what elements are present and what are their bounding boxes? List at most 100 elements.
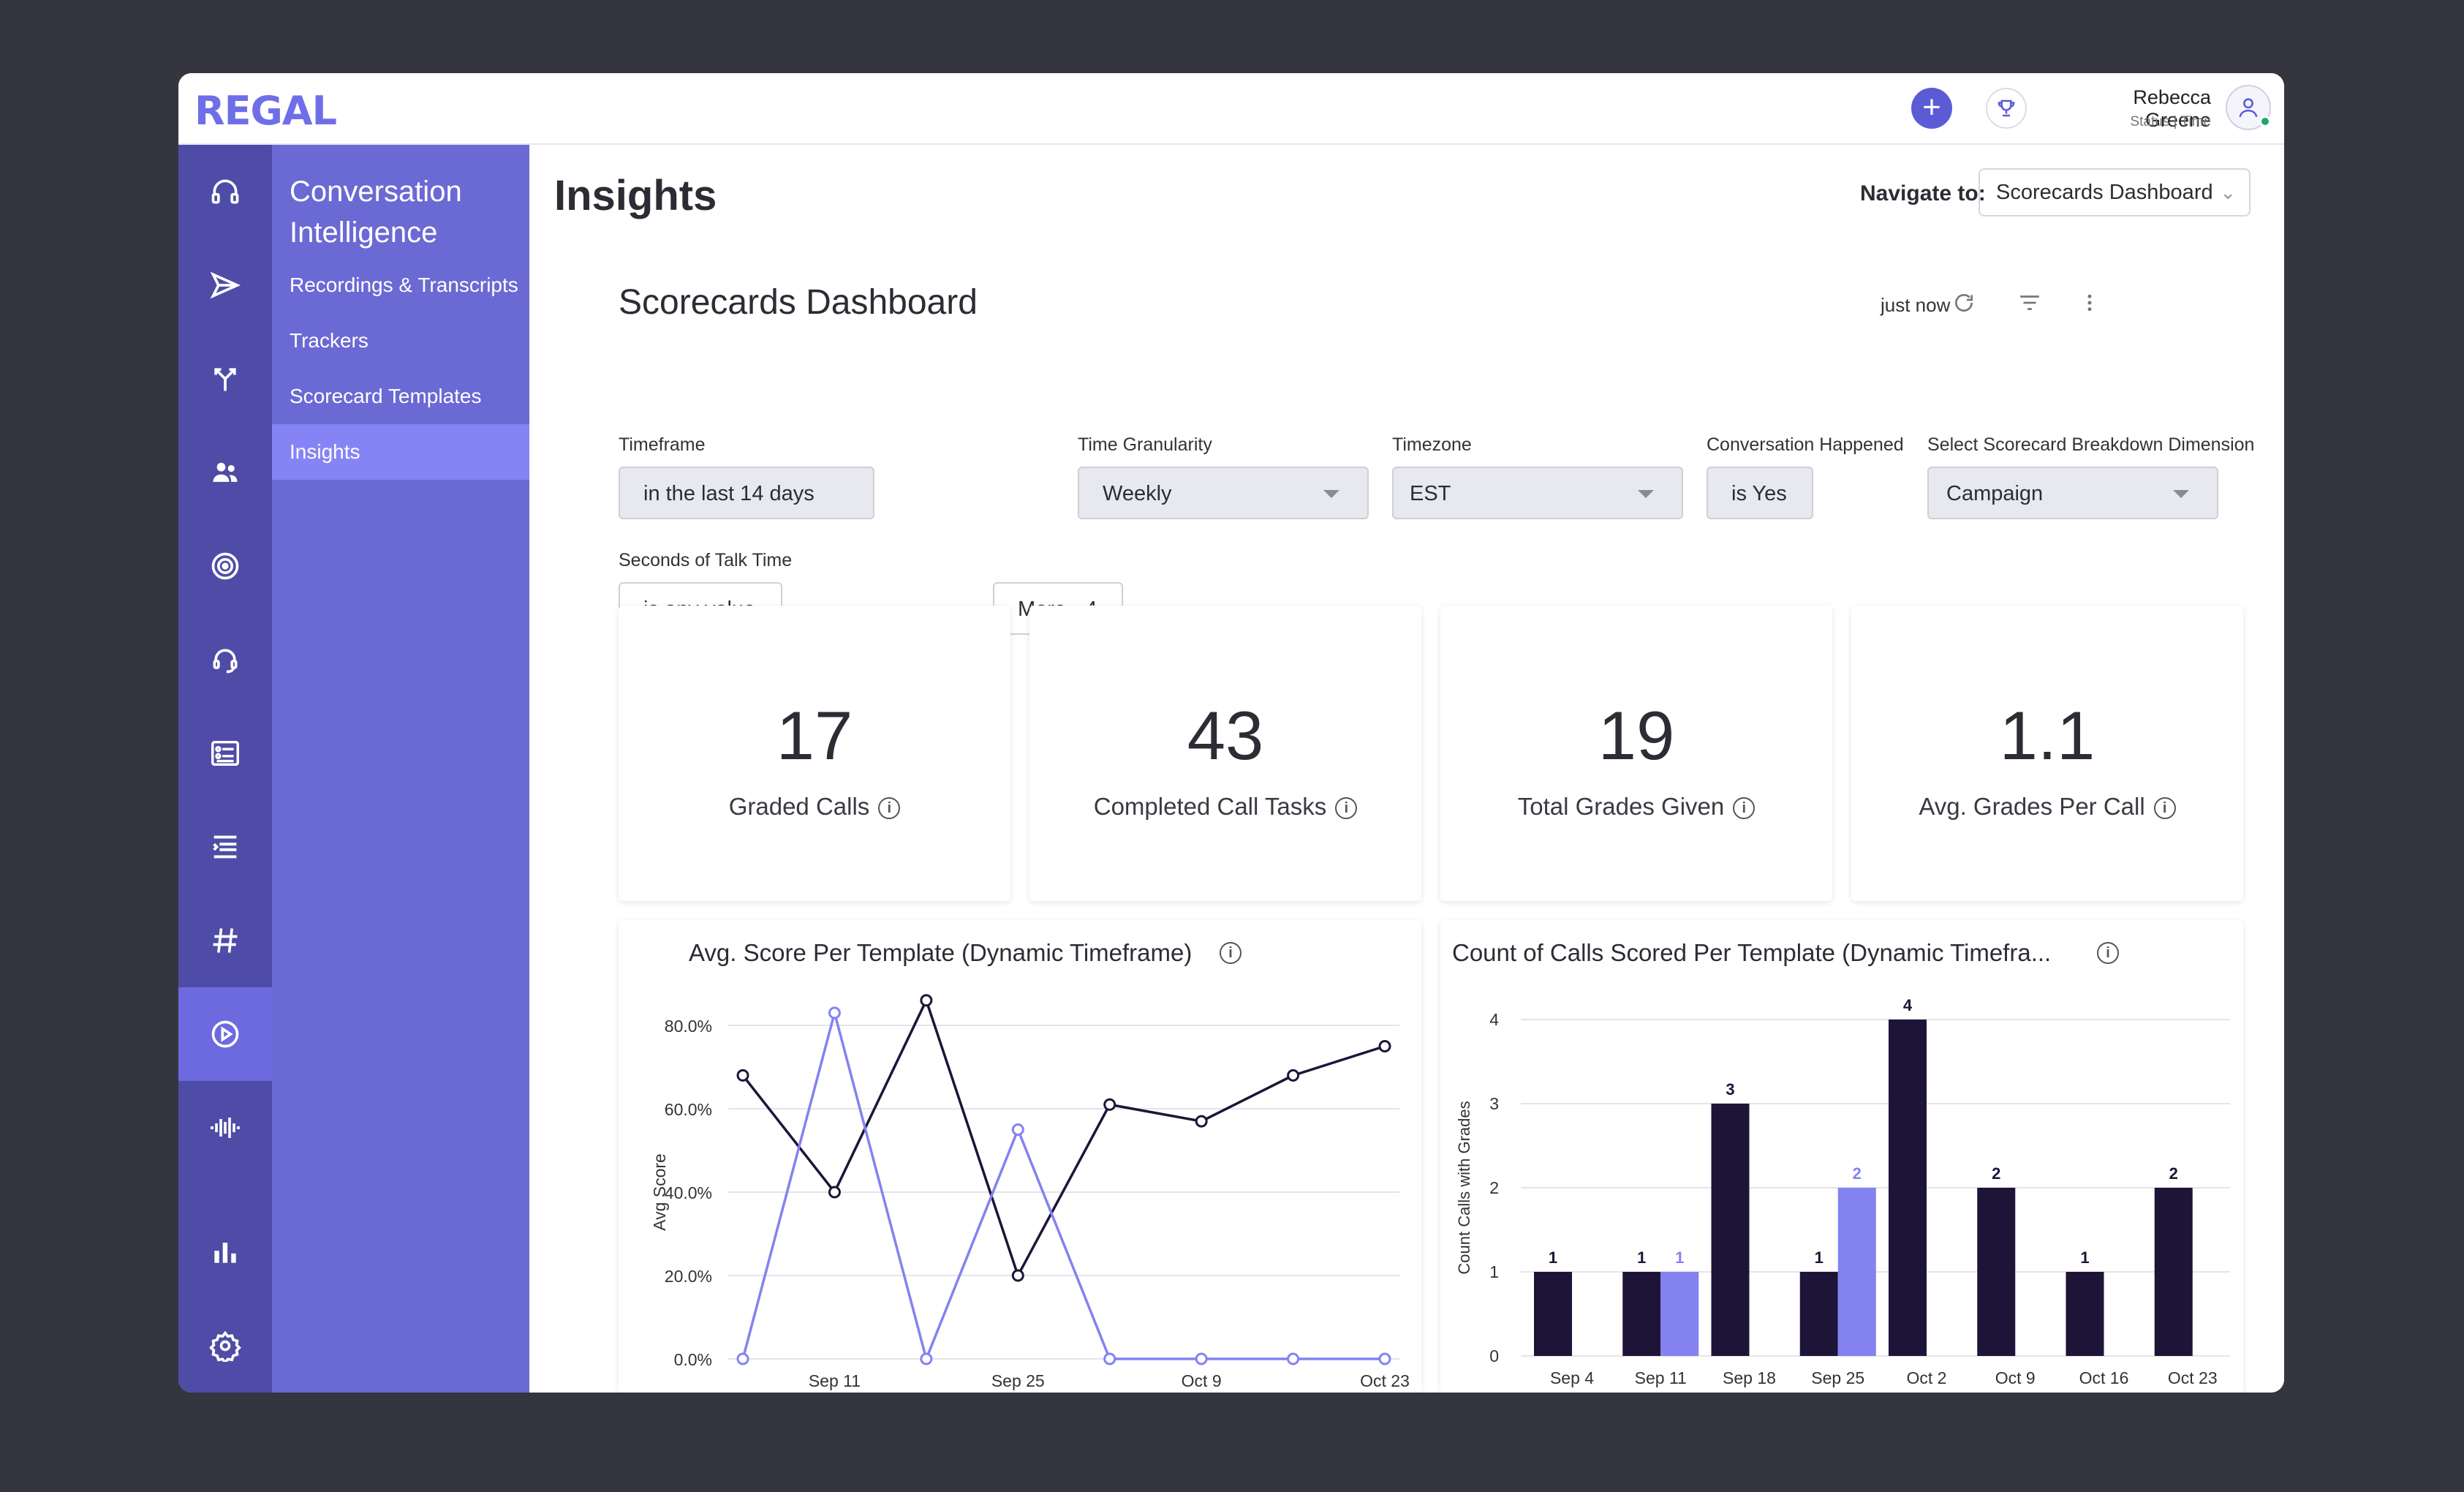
online-status-dot <box>2259 116 2271 127</box>
y-tick-label: 2 <box>1489 1178 1499 1197</box>
chart-card-avg-score: Avg. Score Per Template (Dynamic Timefra… <box>619 920 1421 1393</box>
refresh-button[interactable] <box>1949 288 1979 317</box>
kpi-label-row: Total Grades Given i <box>1440 793 1832 821</box>
info-icon[interactable]: i <box>1220 942 1242 964</box>
x-tick-label: Sep 25 <box>1811 1368 1864 1387</box>
plus-icon: + <box>1922 89 1941 125</box>
info-icon[interactable]: i <box>1733 797 1756 820</box>
rail-item-agent[interactable] <box>178 613 272 707</box>
kpi-card-avg-grades-per-call: 1.1 Avg. Grades Per Call i <box>1851 606 2243 901</box>
caret-down-icon <box>1638 490 1654 498</box>
y-axis-label: Count Calls with Grades <box>1455 1101 1473 1274</box>
breakdown-dimension-label: Select Scorecard Breakdown Dimension <box>1927 434 2255 455</box>
rail-item-contacts[interactable] <box>178 426 272 519</box>
icon-rail <box>178 145 272 1393</box>
rail-item-waveform[interactable] <box>178 1081 272 1175</box>
bar <box>1837 1188 1876 1356</box>
series-line <box>741 1008 1385 1363</box>
kpi-card-completed-call-tasks: 43 Completed Call Tasks i <box>1029 606 1421 901</box>
rail-item-settings[interactable] <box>178 1299 272 1393</box>
kpi-label: Avg. Grades Per Call <box>1919 793 2145 820</box>
data-point <box>1103 1098 1116 1111</box>
x-tick-label: Oct 9 <box>1995 1368 2036 1387</box>
sidebar-item-insights[interactable]: Insights <box>272 424 529 480</box>
breakdown-dimension-select[interactable]: Campaign <box>1927 467 2218 519</box>
kpi-value: 43 <box>1187 697 1264 774</box>
dashboard-title: Scorecards Dashboard <box>619 283 978 322</box>
data-label: 3 <box>1726 1080 1734 1099</box>
data-label: 1 <box>1549 1248 1557 1267</box>
kpi-value: 1.1 <box>1999 697 2095 774</box>
data-point <box>1195 1352 1208 1365</box>
trophy-button[interactable] <box>1986 88 2027 129</box>
y-tick-label: 0 <box>1489 1346 1499 1365</box>
bar <box>1799 1272 1838 1356</box>
data-label: 1 <box>1637 1248 1646 1267</box>
user-name: Rebecca Greene <box>2133 86 2211 131</box>
main-content: Insights Navigate to: Scorecards Dashboa… <box>529 145 2284 1393</box>
conversation-happened-value: is Yes <box>1731 482 1787 505</box>
bar-chart: 0 1 2 3 4 Count Calls with Grades Sep 4 1 Sep 11… <box>1455 996 2230 1387</box>
info-icon[interactable]: i <box>2097 942 2119 964</box>
rail-item-branch[interactable] <box>178 332 272 426</box>
kpi-value: 17 <box>776 697 853 774</box>
rail-item-hashtag[interactable] <box>178 894 272 987</box>
data-label: 2 <box>1992 1164 2000 1183</box>
timezone-select[interactable]: EST <box>1392 467 1683 519</box>
app-window: REGAL + Rebecca Greene Status | Time <box>178 73 2284 1393</box>
avatar[interactable] <box>2226 85 2271 130</box>
timezone-value: EST <box>1410 482 1451 505</box>
x-tick-label: Oct 23 <box>1360 1371 1410 1390</box>
data-label: 4 <box>1903 996 1913 1014</box>
rail-item-conversation-intelligence[interactable] <box>178 987 272 1081</box>
sidebar-item-trackers[interactable]: Trackers <box>290 329 369 352</box>
data-label: 1 <box>1815 1248 1824 1267</box>
bar <box>2066 1272 2104 1356</box>
data-label: 2 <box>2169 1164 2178 1183</box>
info-icon[interactable]: i <box>878 797 901 820</box>
rail-item-target[interactable] <box>178 519 272 613</box>
regal-logo[interactable]: REGAL <box>194 88 337 134</box>
list-icon <box>213 835 237 859</box>
hashtag-icon <box>213 928 238 953</box>
line-chart: 0.0% 20.0% 40.0% 60.0% 80.0% Avg Score Sep 11 S… <box>650 994 1410 1390</box>
bar <box>1622 1272 1661 1356</box>
create-button[interactable]: + <box>1911 88 1952 129</box>
x-tick-label: Sep 4 <box>1550 1368 1594 1387</box>
info-icon[interactable]: i <box>2153 797 2176 820</box>
more-options-button[interactable] <box>2075 288 2104 317</box>
kpi-label: Graded Calls <box>728 793 870 820</box>
timeframe-filter[interactable]: in the last 14 days <box>619 467 874 519</box>
conversation-happened-filter[interactable]: is Yes <box>1707 467 1813 519</box>
info-icon[interactable]: i <box>1335 797 1358 820</box>
y-tick-label: 1 <box>1489 1262 1499 1281</box>
rail-item-list[interactable] <box>178 800 272 894</box>
data-point <box>1287 1069 1300 1082</box>
rail-item-headset[interactable] <box>178 145 272 238</box>
series-line <box>741 997 1386 1279</box>
kpi-card-total-grades-given: 19 Total Grades Given i <box>1440 606 1832 901</box>
x-tick-label: Oct 2 <box>1907 1368 1947 1387</box>
y-axis-label: Avg Score <box>650 1153 669 1231</box>
sidebar-title: Conversation Intelligence <box>290 176 462 249</box>
rail-item-form[interactable] <box>178 707 272 800</box>
rail-item-send[interactable] <box>178 238 272 332</box>
data-point <box>1103 1352 1116 1365</box>
play-circle-icon <box>211 1020 239 1048</box>
contacts-icon <box>213 462 238 482</box>
data-point <box>1287 1352 1300 1365</box>
caret-down-icon <box>2173 490 2189 498</box>
kpi-label-row: Graded Calls i <box>619 793 1010 821</box>
rail-item-reports[interactable] <box>178 1205 272 1299</box>
bar <box>1889 1020 1927 1356</box>
filter-button[interactable] <box>2015 288 2044 317</box>
y-tick-label: 3 <box>1489 1094 1499 1113</box>
target-icon <box>211 552 239 580</box>
bar-chart-icon <box>214 1243 236 1263</box>
sidebar-item-recordings[interactable]: Recordings & Transcripts <box>290 274 518 296</box>
x-tick-label: Sep 25 <box>991 1371 1045 1390</box>
sidebar-item-scorecard-templates[interactable]: Scorecard Templates <box>290 385 482 407</box>
conversation-happened-label: Conversation Happened <box>1707 434 1904 455</box>
navigate-to-select[interactable]: Scorecards Dashboard ⌄ <box>1979 168 2251 216</box>
granularity-select[interactable]: Weekly <box>1078 467 1369 519</box>
